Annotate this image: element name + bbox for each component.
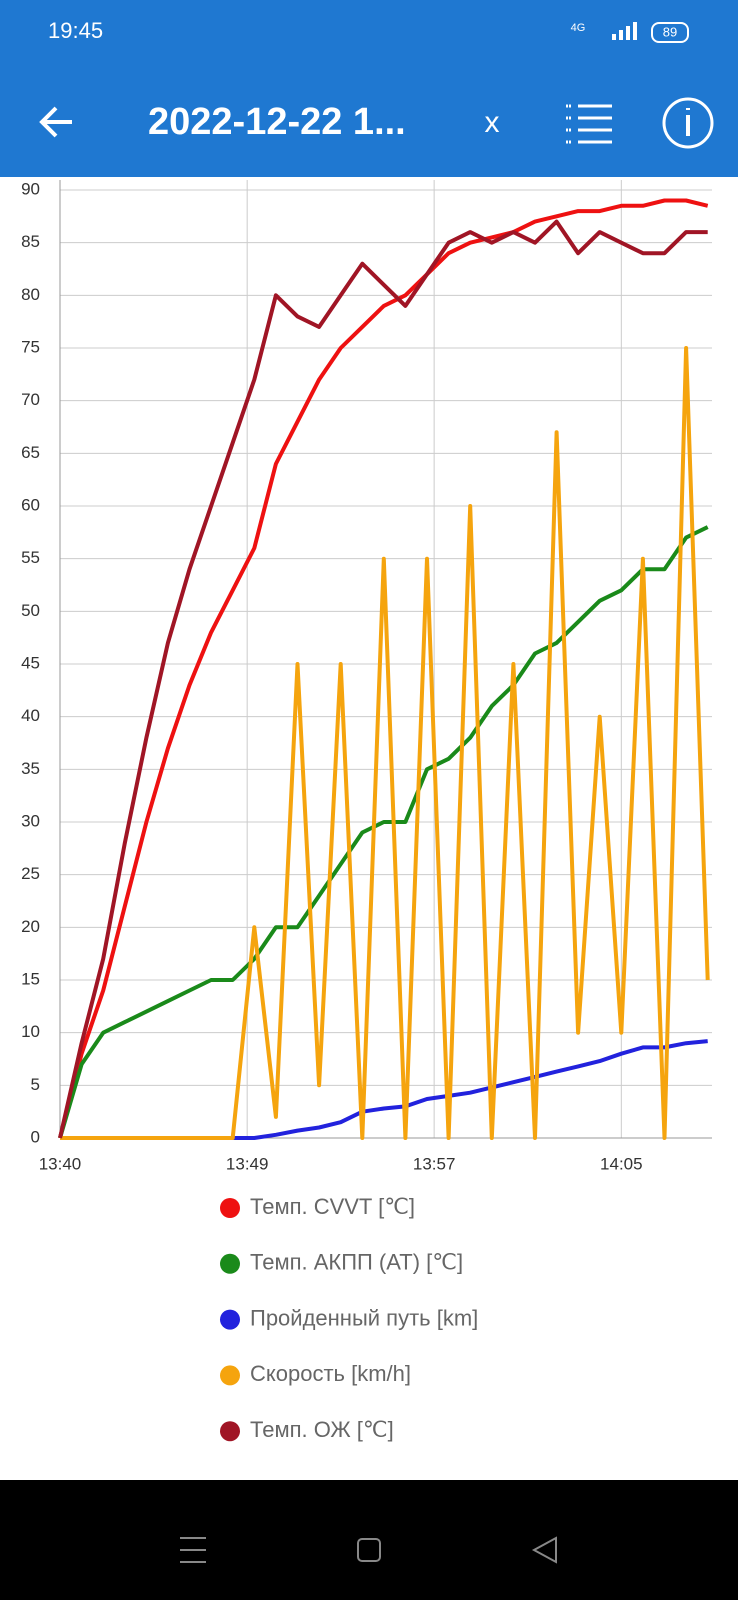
legend-marker (220, 1198, 240, 1218)
app-bar-bg (0, 0, 738, 177)
y-tick-label: 50 (21, 601, 40, 620)
y-tick-label: 40 (21, 706, 40, 725)
nav-back[interactable] (531, 1536, 557, 1564)
y-tick-label: 75 (21, 337, 40, 356)
chart: 0 5 10 15 20 25 30 35 40 45 50 55 60 65 70 75 80 85 90 13:4… (21, 179, 712, 1442)
legend-label: Темп. ОЖ [℃] (250, 1417, 394, 1442)
series-line (58, 198, 709, 1139)
app-title: 2022-12-22 1... (148, 101, 406, 143)
series-line (60, 1039, 708, 1140)
x-tick-label: 13:49 (226, 1154, 269, 1173)
status-time: 19:45 (48, 18, 103, 43)
x-tick-label: 14:05 (600, 1154, 643, 1173)
y-tick-label: 65 (21, 443, 40, 462)
status-network: 4G (571, 22, 586, 34)
back-button[interactable] (39, 106, 72, 138)
nav-home[interactable] (357, 1538, 381, 1562)
legend-label: Скорость [km/h] (250, 1361, 411, 1386)
legend-marker (220, 1365, 240, 1386)
legend-label: Темп. CVVT [℃] (250, 1194, 415, 1219)
x-tick-label: 13:40 (39, 1154, 82, 1173)
y-tick-label: 70 (21, 390, 40, 409)
y-tick-label: 0 (31, 1127, 40, 1146)
y-tick-label: 20 (21, 917, 40, 936)
x-tick-label: 13:57 (413, 1154, 456, 1173)
close-button[interactable]: x (485, 106, 500, 139)
y-tick-label: 55 (21, 548, 40, 567)
legend-label: Пройденный путь [km] (250, 1305, 478, 1330)
y-tick-label: 35 (21, 759, 40, 778)
legend-label: Темп. АКПП (AT) [℃] (250, 1250, 463, 1275)
legend-marker (220, 1253, 240, 1274)
legend-marker (220, 1421, 240, 1442)
y-tick-label: 30 (21, 811, 40, 830)
series-line (60, 346, 710, 1140)
battery-level: 89 (663, 24, 677, 39)
y-tick-label: 45 (21, 653, 40, 672)
signal-icon (612, 22, 637, 40)
y-tick-label: 25 (21, 864, 40, 883)
list-button[interactable] (566, 104, 612, 144)
battery-icon (651, 22, 689, 43)
legend-marker (220, 1309, 240, 1330)
nav-menu[interactable] (180, 1537, 206, 1563)
y-tick-label: 10 (21, 1022, 40, 1041)
y-tick-label: 90 (21, 179, 40, 198)
y-tick-label: 85 (21, 232, 40, 251)
series-line (58, 525, 709, 1139)
info-button[interactable] (662, 97, 714, 149)
y-tick-label: 80 (21, 285, 40, 304)
y-tick-label: 5 (31, 1075, 40, 1094)
series-line (58, 219, 708, 1139)
y-tick-label: 15 (21, 969, 40, 988)
y-tick-label: 60 (21, 495, 40, 514)
